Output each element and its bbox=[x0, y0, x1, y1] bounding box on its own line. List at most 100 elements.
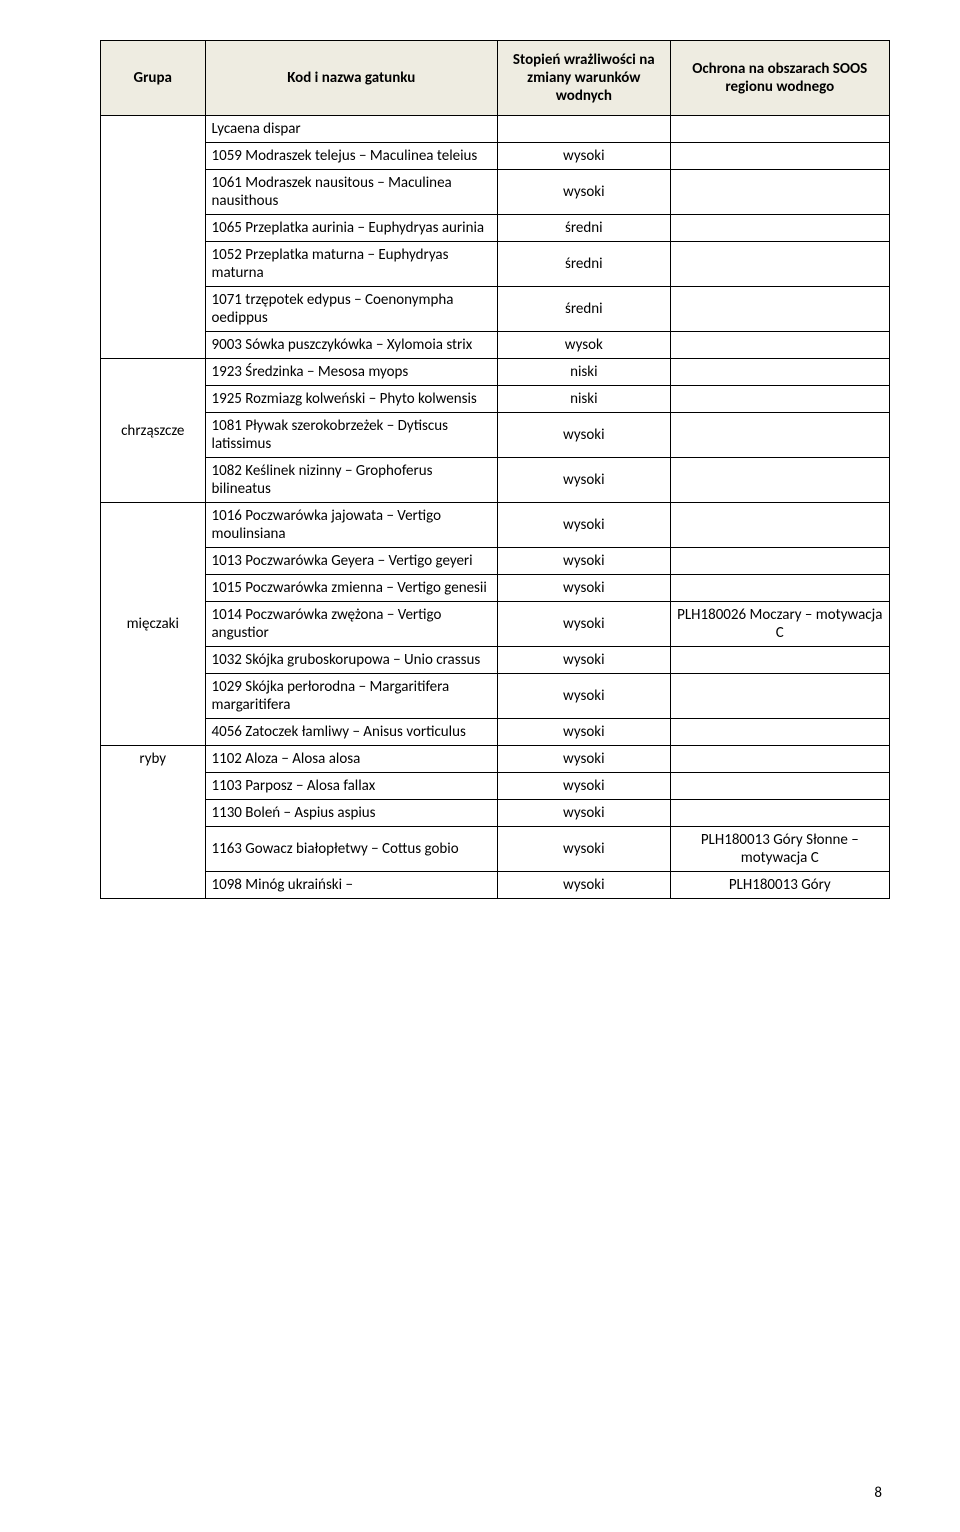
cell-stopien: wysoki bbox=[498, 773, 670, 800]
cell-kod: 1014 Poczwarówka zwężona − Vertigo angus… bbox=[205, 602, 498, 647]
cell-ochrona bbox=[670, 332, 889, 359]
cell-stopien: wysok bbox=[498, 332, 670, 359]
table-row: 1052 Przeplatka maturna − Euphydryas mat… bbox=[101, 242, 890, 287]
table-row: 1015 Poczwarówka zmienna − Vertigo genes… bbox=[101, 575, 890, 602]
cell-stopien: wysoki bbox=[498, 575, 670, 602]
table-row: 1071 trzępotek edypus − Coenonympha oedi… bbox=[101, 287, 890, 332]
cell-stopien: średni bbox=[498, 287, 670, 332]
cell-stopien: wysoki bbox=[498, 647, 670, 674]
cell-ochrona: PLH180026 Moczary – motywacja C bbox=[670, 602, 889, 647]
table-row: 1014 Poczwarówka zwężona − Vertigo angus… bbox=[101, 602, 890, 647]
cell-stopien: wysoki bbox=[498, 746, 670, 773]
cell-kod: 1923 Średzinka − Mesosa myops bbox=[205, 359, 498, 386]
cell-kod: 1071 trzępotek edypus − Coenonympha oedi… bbox=[205, 287, 498, 332]
cell-stopien: wysoki bbox=[498, 503, 670, 548]
table-row: 1032 Skójka gruboskorupowa − Unio crassu… bbox=[101, 647, 890, 674]
cell-stopien: wysoki bbox=[498, 413, 670, 458]
cell-ochrona: PLH180013 Góry Słonne – motywacja C bbox=[670, 827, 889, 872]
table-row: chrząszcze 1923 Średzinka − Mesosa myops… bbox=[101, 359, 890, 386]
cell-ochrona bbox=[670, 386, 889, 413]
cell-ochrona bbox=[670, 359, 889, 386]
cell-kod: 1925 Rozmiazg kolweński − Phyto kolwensi… bbox=[205, 386, 498, 413]
cell-kod: 1130 Boleń − Aspius aspius bbox=[205, 800, 498, 827]
table-row: 4056 Zatoczek łamliwy − Anisus vorticulu… bbox=[101, 719, 890, 746]
species-table: Grupa Kod i nazwa gatunku Stopień wrażli… bbox=[100, 40, 890, 899]
cell-kod: 1065 Przeplatka aurinia − Euphydryas aur… bbox=[205, 215, 498, 242]
cell-kod: 1163 Gowacz białopłetwy − Cottus gobio bbox=[205, 827, 498, 872]
group-cell-empty bbox=[101, 116, 206, 359]
cell-ochrona bbox=[670, 287, 889, 332]
cell-kod: 1032 Skójka gruboskorupowa − Unio crassu… bbox=[205, 647, 498, 674]
table-row: 1061 Modraszek nausitous − Maculinea nau… bbox=[101, 170, 890, 215]
table-row: Lycaena dispar bbox=[101, 116, 890, 143]
table-row: 1081 Pływak szerokobrzeżek − Dytiscus la… bbox=[101, 413, 890, 458]
cell-stopien bbox=[498, 116, 670, 143]
cell-stopien: średni bbox=[498, 242, 670, 287]
header-ochrona: Ochrona na obszarach SOOS regionu wodneg… bbox=[670, 41, 889, 116]
cell-kod: Lycaena dispar bbox=[205, 116, 498, 143]
cell-kod: 1013 Poczwarówka Geyera − Vertigo geyeri bbox=[205, 548, 498, 575]
cell-kod: 1098 Minóg ukraiński − bbox=[205, 872, 498, 899]
cell-ochrona bbox=[670, 746, 889, 773]
cell-stopien: niski bbox=[498, 386, 670, 413]
cell-stopien: wysoki bbox=[498, 719, 670, 746]
table-row: 1130 Boleń − Aspius aspius wysoki bbox=[101, 800, 890, 827]
group-cell-chrzaszcze: chrząszcze bbox=[101, 359, 206, 503]
cell-stopien: wysoki bbox=[498, 458, 670, 503]
cell-stopien: wysoki bbox=[498, 548, 670, 575]
table-header-row: Grupa Kod i nazwa gatunku Stopień wrażli… bbox=[101, 41, 890, 116]
table-row: 1013 Poczwarówka Geyera − Vertigo geyeri… bbox=[101, 548, 890, 575]
page-number: 8 bbox=[874, 1484, 882, 1502]
table-row: 1098 Minóg ukraiński − wysoki PLH180013 … bbox=[101, 872, 890, 899]
cell-stopien: wysoki bbox=[498, 143, 670, 170]
cell-stopien: średni bbox=[498, 215, 670, 242]
cell-kod: 1016 Poczwarówka jajowata − Vertigo moul… bbox=[205, 503, 498, 548]
cell-ochrona bbox=[670, 242, 889, 287]
cell-kod: 4056 Zatoczek łamliwy − Anisus vorticulu… bbox=[205, 719, 498, 746]
group-cell-mieczaki: mięczaki bbox=[101, 503, 206, 746]
cell-kod: 1102 Aloza − Alosa alosa bbox=[205, 746, 498, 773]
cell-stopien: wysoki bbox=[498, 602, 670, 647]
cell-ochrona bbox=[670, 800, 889, 827]
table-row: 1103 Parposz − Alosa fallax wysoki bbox=[101, 773, 890, 800]
table-row: 1082 Keślinek nizinny − Grophoferus bili… bbox=[101, 458, 890, 503]
cell-stopien: wysoki bbox=[498, 800, 670, 827]
cell-ochrona bbox=[670, 215, 889, 242]
cell-ochrona bbox=[670, 503, 889, 548]
group-cell-ryby: ryby bbox=[101, 746, 206, 899]
table-row: ryby 1102 Aloza − Alosa alosa wysoki bbox=[101, 746, 890, 773]
header-kod: Kod i nazwa gatunku bbox=[205, 41, 498, 116]
table-row: 1059 Modraszek telejus − Maculinea telei… bbox=[101, 143, 890, 170]
cell-ochrona bbox=[670, 413, 889, 458]
cell-ochrona bbox=[670, 116, 889, 143]
cell-ochrona bbox=[670, 719, 889, 746]
table-row: 1925 Rozmiazg kolweński − Phyto kolwensi… bbox=[101, 386, 890, 413]
cell-ochrona bbox=[670, 143, 889, 170]
cell-ochrona bbox=[670, 548, 889, 575]
table-row: 9003 Sówka puszczykówka − Xylomoia strix… bbox=[101, 332, 890, 359]
cell-ochrona bbox=[670, 647, 889, 674]
cell-kod: 1103 Parposz − Alosa fallax bbox=[205, 773, 498, 800]
cell-stopien: wysoki bbox=[498, 674, 670, 719]
cell-kod: 9003 Sówka puszczykówka − Xylomoia strix bbox=[205, 332, 498, 359]
cell-ochrona bbox=[670, 674, 889, 719]
table-row: mięczaki 1016 Poczwarówka jajowata − Ver… bbox=[101, 503, 890, 548]
table-row: 1065 Przeplatka aurinia − Euphydryas aur… bbox=[101, 215, 890, 242]
cell-ochrona bbox=[670, 575, 889, 602]
header-stopien: Stopień wrażliwości na zmiany warunków w… bbox=[498, 41, 670, 116]
cell-kod: 1015 Poczwarówka zmienna − Vertigo genes… bbox=[205, 575, 498, 602]
cell-ochrona bbox=[670, 773, 889, 800]
cell-kod: 1029 Skójka perłorodna − Margaritifera m… bbox=[205, 674, 498, 719]
cell-kod: 1059 Modraszek telejus − Maculinea telei… bbox=[205, 143, 498, 170]
cell-stopien: wysoki bbox=[498, 170, 670, 215]
cell-kod: 1052 Przeplatka maturna − Euphydryas mat… bbox=[205, 242, 498, 287]
cell-kod: 1082 Keślinek nizinny − Grophoferus bili… bbox=[205, 458, 498, 503]
header-grupa: Grupa bbox=[101, 41, 206, 116]
cell-kod: 1081 Pływak szerokobrzeżek − Dytiscus la… bbox=[205, 413, 498, 458]
cell-stopien: wysoki bbox=[498, 827, 670, 872]
cell-stopien: niski bbox=[498, 359, 670, 386]
cell-stopien: wysoki bbox=[498, 872, 670, 899]
cell-ochrona bbox=[670, 458, 889, 503]
cell-ochrona bbox=[670, 170, 889, 215]
table-row: 1029 Skójka perłorodna − Margaritifera m… bbox=[101, 674, 890, 719]
